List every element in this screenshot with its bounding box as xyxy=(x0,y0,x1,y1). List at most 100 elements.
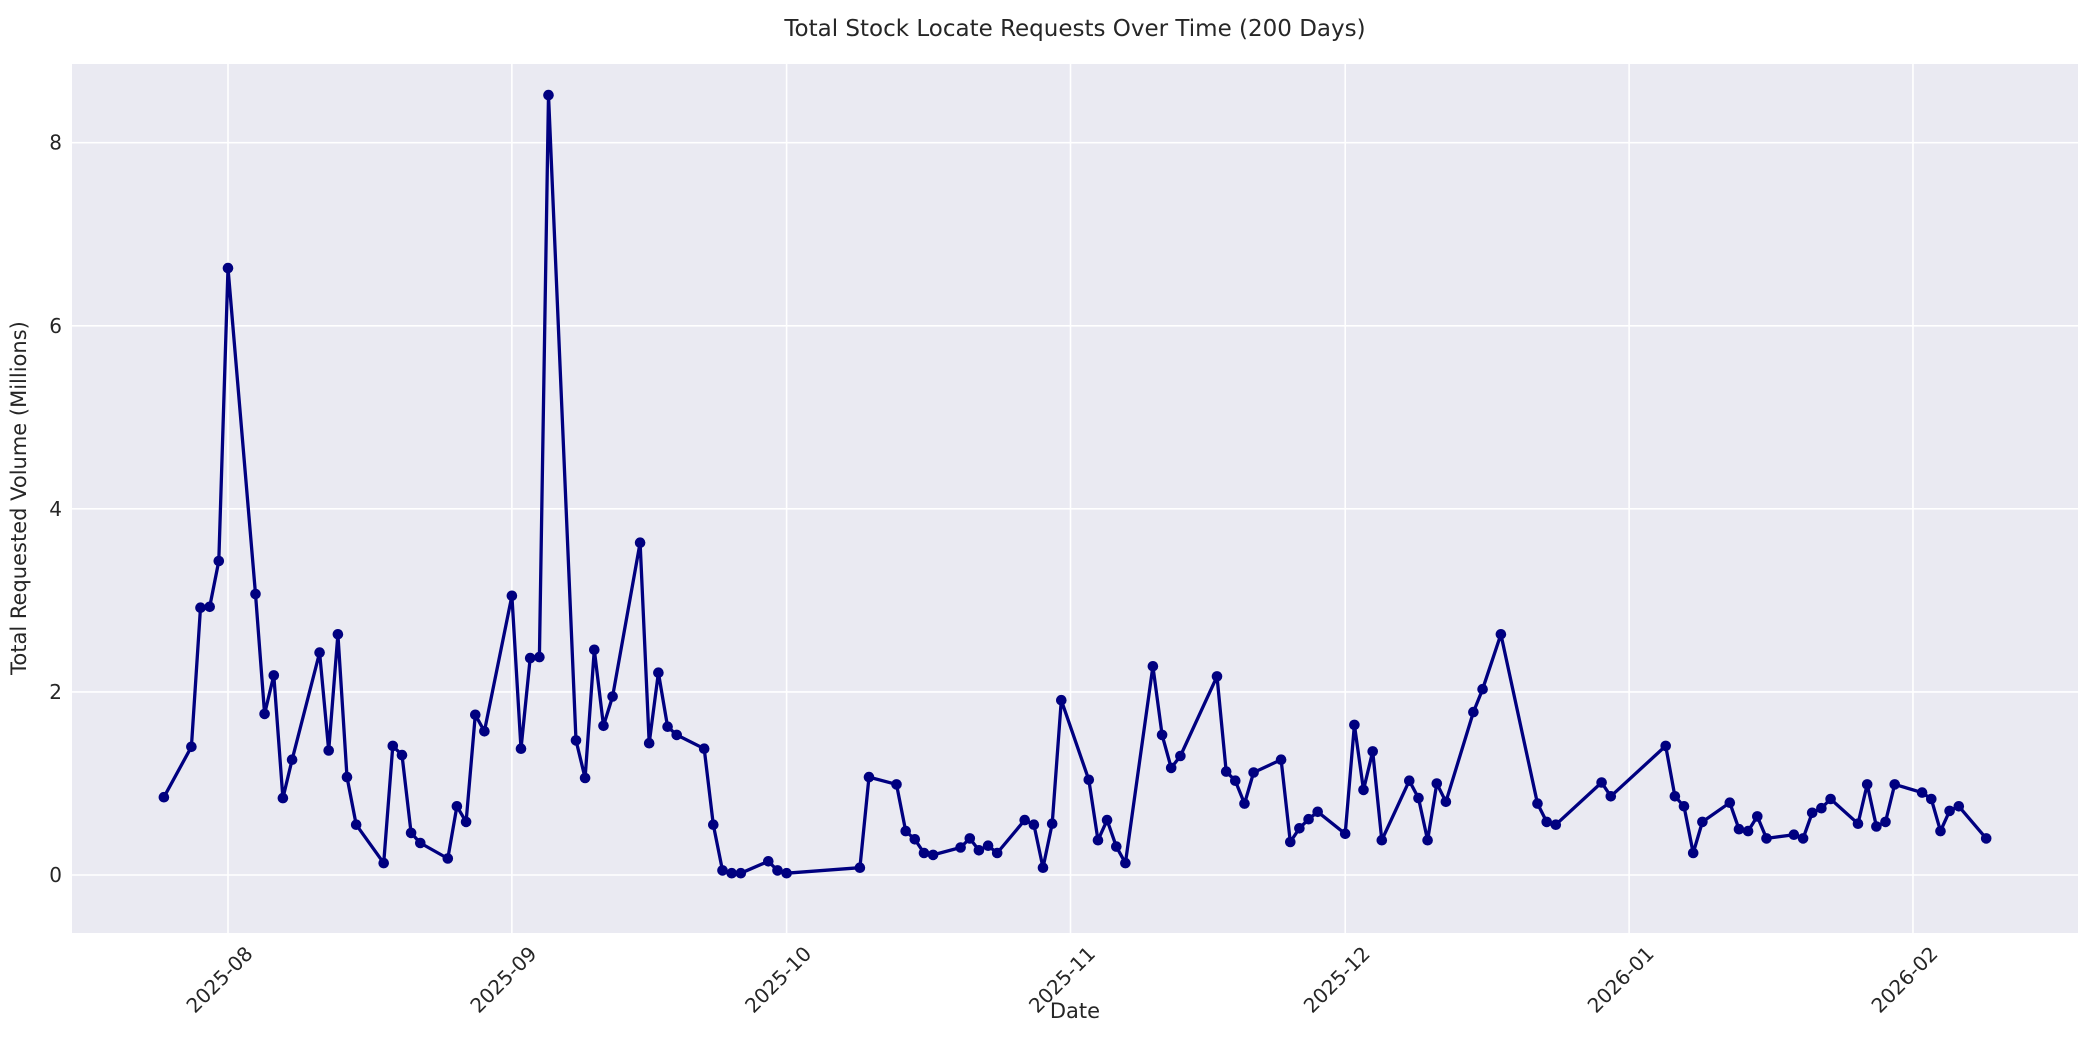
data-point xyxy=(708,819,719,830)
data-point xyxy=(1422,834,1433,846)
data-point xyxy=(1687,847,1699,859)
data-point xyxy=(863,771,875,783)
data-point xyxy=(1944,805,1955,817)
x-tick-label: 2026-01 xyxy=(1583,942,1659,1018)
data-point xyxy=(1165,762,1177,774)
x-tick-label: 2025-08 xyxy=(181,942,257,1018)
data-point xyxy=(442,853,454,864)
data-point xyxy=(1980,833,1992,844)
data-point xyxy=(1825,793,1836,805)
data-point xyxy=(1477,683,1488,695)
data-point xyxy=(1175,750,1186,762)
data-point xyxy=(451,801,463,812)
data-point xyxy=(1349,719,1360,731)
data-point xyxy=(1733,823,1745,835)
data-point xyxy=(1788,829,1800,840)
data-point xyxy=(1230,775,1241,786)
data-point xyxy=(1046,818,1058,829)
data-point xyxy=(982,840,994,851)
data-point xyxy=(698,743,710,754)
data-point xyxy=(579,772,591,784)
data-point xyxy=(1724,797,1736,808)
x-axis-label: Date xyxy=(1050,999,1100,1023)
data-point xyxy=(350,819,362,830)
data-point xyxy=(277,792,289,804)
data-point xyxy=(1440,796,1452,808)
data-point xyxy=(543,89,554,101)
data-point xyxy=(1678,801,1690,812)
data-point xyxy=(1889,779,1900,790)
data-point xyxy=(671,729,682,741)
data-point xyxy=(1339,828,1351,840)
data-point xyxy=(396,749,408,761)
data-point xyxy=(1742,825,1754,837)
data-point xyxy=(323,745,335,756)
data-point xyxy=(286,754,298,765)
x-tick-label: 2025-09 xyxy=(465,942,541,1018)
data-point xyxy=(1312,806,1323,818)
data-point xyxy=(1852,818,1864,829)
y-tick-label: 0 xyxy=(49,863,62,887)
data-point xyxy=(991,847,1003,859)
data-point xyxy=(607,691,618,702)
data-point xyxy=(470,709,481,721)
data-point xyxy=(662,721,673,732)
data-point xyxy=(1495,629,1507,640)
x-tick-label: 2026-02 xyxy=(1866,942,1942,1018)
data-point xyxy=(1156,729,1168,741)
plot-area xyxy=(72,64,2078,933)
data-point xyxy=(1376,834,1388,846)
data-point xyxy=(158,791,170,803)
data-point xyxy=(1761,833,1772,844)
data-point xyxy=(332,629,344,640)
y-tick-label: 6 xyxy=(49,314,62,338)
data-point xyxy=(735,867,747,879)
data-point xyxy=(1953,801,1965,812)
data-point xyxy=(1028,819,1040,830)
data-point xyxy=(250,588,261,600)
y-tick-label: 4 xyxy=(49,497,62,521)
data-point xyxy=(964,833,976,844)
data-point xyxy=(1285,836,1296,848)
data-point xyxy=(1120,857,1131,869)
data-point xyxy=(479,726,490,737)
data-point xyxy=(1880,816,1891,828)
data-point xyxy=(772,865,783,876)
data-point xyxy=(1101,814,1113,826)
data-point xyxy=(1806,807,1818,819)
data-point xyxy=(1926,793,1937,805)
data-point xyxy=(1092,834,1104,846)
data-point xyxy=(1532,798,1543,809)
data-point xyxy=(415,837,426,849)
data-point xyxy=(314,647,325,658)
data-point xyxy=(515,743,527,754)
data-point xyxy=(891,779,902,790)
data-point xyxy=(854,862,866,873)
data-point xyxy=(1660,740,1671,752)
data-point xyxy=(1211,671,1223,682)
data-point xyxy=(1358,784,1369,796)
horizontal-gridlines xyxy=(72,141,2078,876)
data-point xyxy=(341,771,353,783)
data-point xyxy=(1303,813,1314,825)
data-point xyxy=(460,816,472,828)
data-point xyxy=(405,827,417,839)
data-point xyxy=(1871,821,1882,832)
data-point xyxy=(1797,833,1809,844)
data-point xyxy=(1596,777,1607,788)
y-tick-label: 2 xyxy=(49,680,62,704)
data-point xyxy=(1019,814,1030,826)
data-point xyxy=(259,708,270,720)
data-point xyxy=(1816,802,1827,814)
data-point xyxy=(1111,841,1122,852)
data-point xyxy=(1056,694,1067,706)
x-tick-label: 2025-10 xyxy=(740,942,816,1018)
data-point xyxy=(1294,823,1305,834)
data-point xyxy=(1275,754,1287,765)
data-point xyxy=(781,867,792,879)
data-point xyxy=(1752,811,1763,822)
data-point xyxy=(1367,746,1378,757)
data-point xyxy=(653,667,664,678)
